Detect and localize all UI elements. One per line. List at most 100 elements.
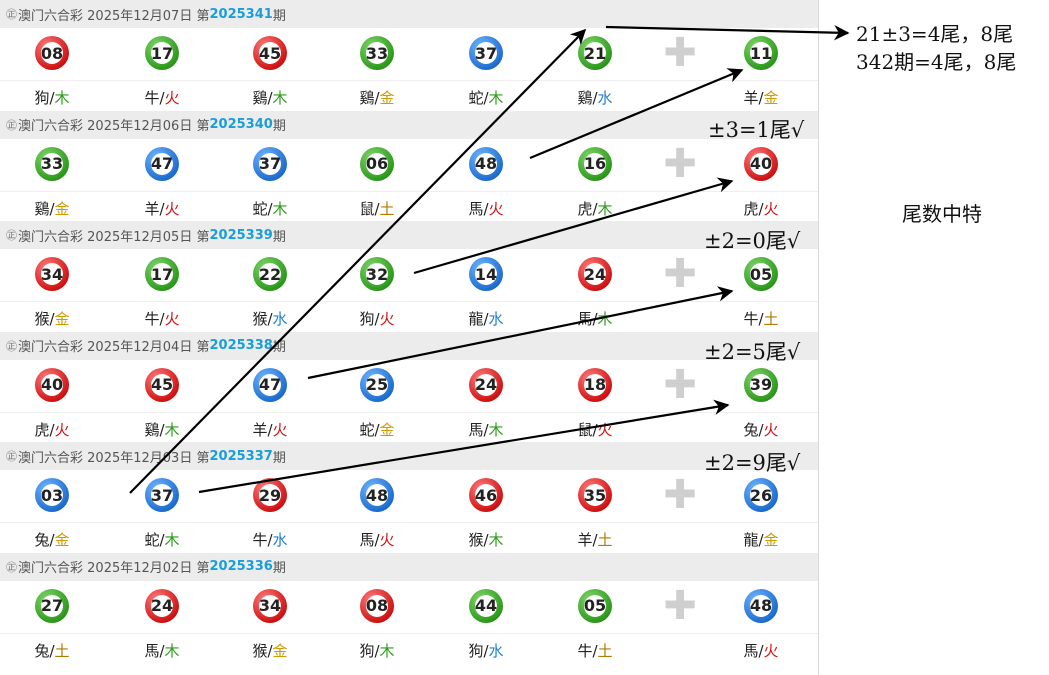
ball-cell: 37 [127, 478, 197, 516]
number-ball[interactable]: 24 [469, 367, 503, 402]
plus-icon: ✚ [663, 582, 697, 629]
number-ball[interactable]: 32 [360, 257, 394, 291]
number-ball[interactable]: 29 [253, 478, 287, 512]
ball-number: 22 [258, 264, 282, 284]
number-ball[interactable]: 33 [35, 146, 69, 181]
number-ball[interactable]: 06 [360, 146, 394, 181]
zodiac-cell: 猴/金 [252, 641, 288, 660]
number-ball[interactable]: 05 [744, 257, 778, 291]
number-ball[interactable]: 46 [469, 478, 503, 512]
zodiac-cell: 狗/水 [468, 641, 504, 660]
number-ball[interactable]: 16 [578, 146, 612, 181]
period-prefix: 第 [196, 450, 210, 466]
number-ball[interactable]: 45 [145, 367, 179, 402]
number-ball[interactable]: 22 [253, 257, 287, 291]
zodiac-cell: 虎/火 [743, 199, 779, 218]
ball-cell: 14 [451, 257, 521, 295]
zodiac-sign: 蛇 [468, 89, 484, 107]
ball-number: 08 [40, 43, 64, 63]
ball-row: 40 45 47 25 24 18 ✚ 39 [0, 360, 818, 413]
ball-number: 17 [150, 43, 174, 63]
lottery-name: 澳门六合彩 [18, 229, 84, 245]
number-ball[interactable]: 39 [744, 367, 778, 402]
number-ball[interactable]: 48 [469, 146, 503, 181]
number-ball[interactable]: 48 [360, 478, 394, 512]
number-ball[interactable]: 18 [578, 367, 612, 402]
number-ball[interactable]: 34 [253, 588, 287, 623]
element-label: 火 [488, 199, 504, 218]
ball-number: 48 [474, 154, 498, 173]
period-number: 2025341 [209, 6, 273, 22]
ball-cell: 26 [726, 478, 796, 516]
ball-cell: 33 [17, 146, 87, 185]
element-label: 木 [164, 641, 180, 660]
zodiac-row: 鷄/金 羊/火 蛇/木 鼠/土 馬/火 虎/木 虎/火 [0, 192, 818, 222]
zodiac-sign: 龍 [743, 531, 759, 549]
number-ball[interactable]: 24 [145, 588, 179, 623]
ball-cell: 17 [127, 36, 197, 74]
ball-number: 24 [150, 596, 174, 615]
zodiac-cell: 蛇/木 [252, 199, 288, 218]
element-label: 土 [597, 531, 613, 549]
period-prefix: 第 [196, 229, 210, 245]
element-label: 火 [763, 420, 779, 439]
number-ball[interactable]: 35 [578, 478, 612, 512]
number-ball[interactable]: 37 [145, 478, 179, 512]
ball-cell: 08 [342, 588, 412, 627]
element-label: 土 [54, 641, 70, 660]
ball-number: 11 [749, 43, 773, 63]
period-suffix: 期 [272, 8, 286, 24]
number-ball[interactable]: 05 [578, 588, 612, 623]
lottery-name: 澳门六合彩 [18, 8, 84, 24]
number-ball[interactable]: 47 [145, 146, 179, 181]
number-ball[interactable]: 40 [35, 367, 69, 402]
plus-icon: ✚ [663, 140, 697, 187]
number-ball[interactable]: 24 [578, 257, 612, 291]
number-ball[interactable]: 08 [35, 36, 69, 70]
zodiac-cell: 蛇/木 [468, 89, 504, 107]
ball-cell: 45 [127, 367, 197, 406]
draw-header: ㊣澳门六合彩 2025年12月02日 第 2025336 期 [0, 552, 818, 581]
ball-number: 05 [749, 264, 773, 284]
number-ball[interactable]: 14 [469, 257, 503, 291]
zodiac-cell: 牛/火 [144, 89, 180, 107]
zodiac-sign: 鷄 [144, 420, 160, 439]
ball-cell: 27 [17, 588, 87, 627]
number-ball[interactable]: 26 [744, 478, 778, 512]
ball-number: 25 [365, 375, 389, 394]
number-ball[interactable]: 17 [145, 36, 179, 70]
element-label: 水 [272, 531, 288, 549]
number-ball[interactable]: 03 [35, 478, 69, 512]
number-ball[interactable]: 40 [744, 146, 778, 181]
number-ball[interactable]: 34 [35, 257, 69, 291]
number-ball[interactable]: 21 [578, 36, 612, 70]
zodiac-sign: 猴 [252, 310, 268, 328]
number-ball[interactable]: 37 [469, 36, 503, 70]
number-ball[interactable]: 45 [253, 36, 287, 70]
element-label: 水 [488, 641, 504, 660]
ball-cell: 47 [127, 146, 197, 185]
number-ball[interactable]: 27 [35, 588, 69, 623]
element-label: 金 [54, 310, 70, 328]
zodiac-cell: 鷄/金 [34, 199, 70, 218]
number-ball[interactable]: 25 [360, 367, 394, 402]
number-ball[interactable]: 48 [744, 588, 778, 623]
number-ball[interactable]: 44 [469, 588, 503, 623]
number-ball[interactable]: 47 [253, 367, 287, 402]
ball-number: 45 [258, 43, 282, 63]
zodiac-sign: 鷄 [34, 199, 50, 218]
period-number: 2025340 [209, 117, 273, 132]
number-ball[interactable]: 33 [360, 36, 394, 70]
zodiac-sign: 馬 [743, 641, 759, 660]
plus-cell: ✚ [645, 365, 715, 406]
element-label: 木 [488, 420, 504, 439]
ball-cell: 16 [560, 146, 630, 185]
ball-number: 40 [749, 154, 773, 173]
number-ball[interactable]: 37 [253, 146, 287, 181]
ball-number: 45 [150, 375, 174, 394]
zodiac-cell: 羊/土 [577, 531, 613, 549]
number-ball[interactable]: 08 [360, 588, 394, 623]
number-ball[interactable]: 11 [744, 36, 778, 70]
ball-number: 40 [40, 375, 64, 394]
number-ball[interactable]: 17 [145, 257, 179, 291]
